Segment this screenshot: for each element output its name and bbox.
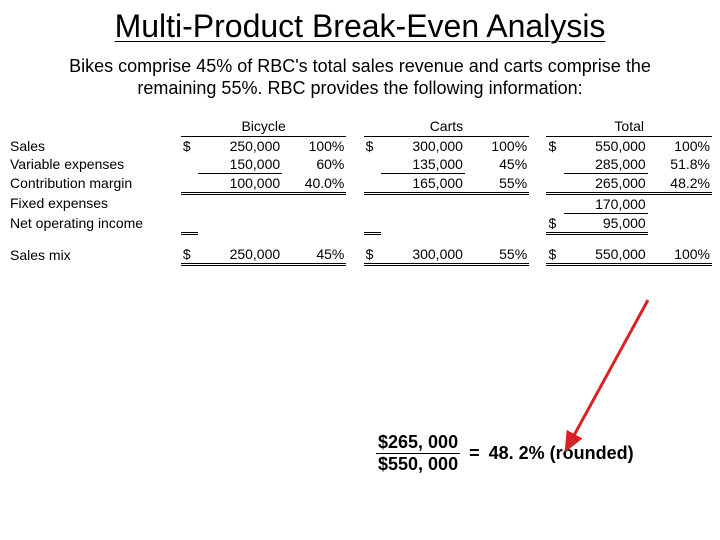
col-header-bicycle: Bicycle xyxy=(181,118,346,137)
slide-title: Multi-Product Break-Even Analysis xyxy=(0,0,720,49)
row-sales: Sales $250,000100% $300,000100% $550,000… xyxy=(8,136,712,155)
formula-denominator: $550, 000 xyxy=(376,454,460,475)
slide-subtitle: Bikes comprise 45% of RBC's total sales … xyxy=(0,49,720,110)
formula-numerator: $265, 000 xyxy=(376,432,460,454)
row-sales-mix: Sales mix $250,00045% $300,00055% $550,0… xyxy=(8,245,712,265)
equals-sign: = xyxy=(469,443,480,464)
col-header-carts: Carts xyxy=(364,118,529,137)
col-header-total: Total xyxy=(546,118,712,137)
row-net-operating-income: Net operating income $95,000 xyxy=(8,213,712,233)
table-header-row: Bicycle Carts Total xyxy=(8,118,712,137)
cm-ratio-formula: $265, 000 $550, 000 = 48. 2% (rounded) xyxy=(376,432,634,475)
formula-result: 48. 2% (rounded) xyxy=(489,443,634,464)
row-fixed-expenses: Fixed expenses 170,000 xyxy=(8,193,712,213)
row-variable-expenses: Variable expenses 150,00060% 135,00045% … xyxy=(8,155,712,174)
data-table: Bicycle Carts Total Sales $250,000100% $… xyxy=(0,110,720,267)
row-contribution-margin: Contribution margin 100,00040.0% 165,000… xyxy=(8,173,712,193)
